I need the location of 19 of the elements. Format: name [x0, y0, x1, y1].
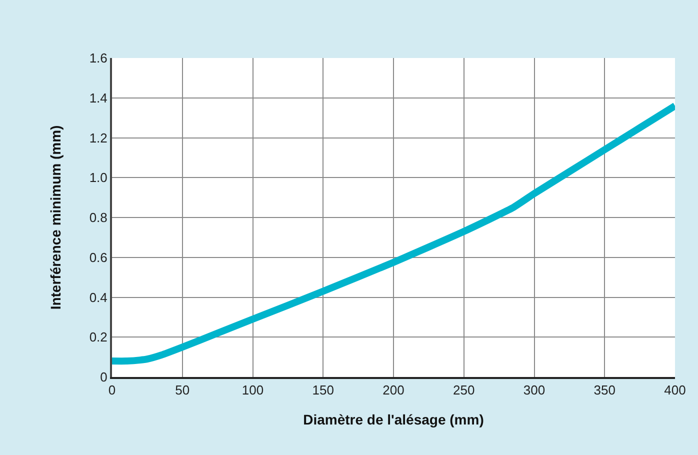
x-tick-label: 400 — [664, 382, 686, 398]
y-tick-label: 0 — [100, 370, 108, 385]
y-tick-label: 0.4 — [89, 290, 108, 305]
y-tick-label: 0.8 — [89, 210, 108, 226]
y-tick-label: 0.2 — [89, 330, 108, 345]
y-tick-label: 0.6 — [89, 250, 108, 265]
x-tick-label: 150 — [312, 382, 334, 398]
x-tick-label: 50 — [175, 382, 190, 398]
x-tick-label: 350 — [594, 382, 616, 398]
y-axis-title: Interférence minimum (mm) — [47, 125, 64, 310]
x-tick-label: 100 — [242, 382, 264, 398]
y-tick-label: 1.6 — [89, 50, 108, 66]
y-tick-label: 1.2 — [89, 130, 108, 146]
x-tick-label: 200 — [382, 382, 404, 398]
y-tick-label: 1.0 — [89, 170, 108, 186]
x-tick-label: 300 — [523, 382, 546, 398]
y-tick-label: 1.4 — [89, 90, 108, 106]
x-tick-label: 250 — [453, 382, 475, 398]
x-axis-title: Diamètre de l'alésage (mm) — [303, 411, 484, 428]
